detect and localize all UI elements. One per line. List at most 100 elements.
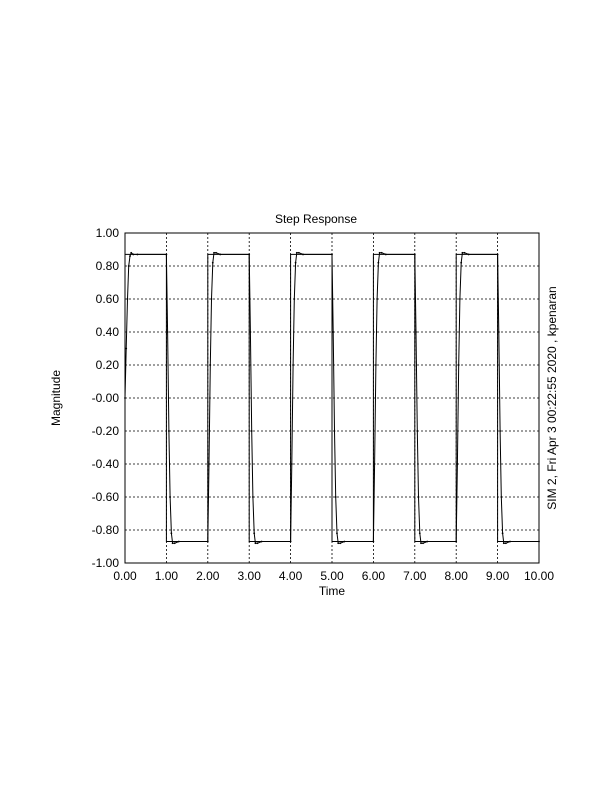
response-point bbox=[206, 540, 209, 543]
response-point bbox=[467, 253, 470, 256]
response-point bbox=[249, 331, 252, 333]
response-point bbox=[461, 251, 464, 254]
response-point bbox=[413, 253, 416, 256]
chart-title: Step Response bbox=[275, 212, 357, 226]
response-point bbox=[416, 430, 419, 432]
response-point bbox=[210, 298, 213, 300]
response-point bbox=[422, 542, 424, 545]
response-point bbox=[378, 251, 381, 254]
response-point bbox=[293, 298, 296, 300]
response-point bbox=[509, 540, 511, 543]
response-point bbox=[415, 331, 417, 333]
response-point bbox=[125, 347, 128, 350]
response-point bbox=[171, 542, 174, 545]
response-point bbox=[418, 532, 421, 535]
response-point bbox=[132, 253, 135, 256]
response-point bbox=[130, 251, 133, 254]
response-point bbox=[496, 253, 499, 256]
y-tick-label: 0.60 bbox=[96, 292, 120, 306]
response-point bbox=[460, 261, 463, 264]
response-point bbox=[211, 261, 214, 264]
x-axis-label: Time bbox=[319, 584, 346, 598]
x-tick-label: 0.00 bbox=[113, 569, 137, 583]
response-point bbox=[290, 463, 293, 465]
x-tick-label: 1.00 bbox=[155, 569, 179, 583]
series-layer bbox=[124, 251, 540, 545]
response-point bbox=[253, 532, 256, 535]
response-point bbox=[297, 251, 300, 254]
response-point bbox=[136, 253, 139, 256]
response-point bbox=[501, 532, 504, 535]
response-point bbox=[500, 496, 503, 498]
response-point bbox=[337, 542, 340, 545]
response-point bbox=[170, 532, 173, 535]
response-point bbox=[384, 253, 387, 256]
response-point bbox=[417, 496, 420, 498]
response-point bbox=[250, 430, 253, 432]
y-tick-label: 0.40 bbox=[96, 325, 120, 339]
response-point bbox=[173, 542, 176, 545]
y-tick-label: -0.00 bbox=[92, 391, 120, 405]
response-point bbox=[248, 253, 251, 256]
response-point bbox=[292, 364, 294, 366]
x-tick-label: 4.00 bbox=[279, 569, 303, 583]
response-point bbox=[463, 251, 466, 254]
response-point bbox=[166, 331, 169, 333]
response-point bbox=[129, 255, 131, 257]
response-point bbox=[455, 540, 458, 543]
response-point bbox=[219, 253, 222, 256]
x-tick-label: 5.00 bbox=[320, 569, 344, 583]
response-point bbox=[252, 496, 254, 498]
tick-label-layer: 0.00 1.00 2.00 3.00 4.00 5.00 6.00 7.00 8.00 9.00… bbox=[92, 226, 555, 583]
x-tick-label: 2.00 bbox=[196, 569, 220, 583]
response-point bbox=[343, 540, 346, 543]
response-point bbox=[332, 331, 335, 333]
y-tick-label: -0.80 bbox=[92, 523, 120, 537]
response-point bbox=[334, 496, 337, 498]
series-line-reference-square-wave bbox=[125, 253, 539, 542]
y-tick-label: -0.20 bbox=[92, 424, 120, 438]
response-point bbox=[294, 261, 297, 264]
response-point bbox=[459, 298, 461, 300]
response-point bbox=[254, 542, 257, 545]
y-tick-label: 0.20 bbox=[96, 358, 120, 372]
response-point bbox=[215, 251, 217, 254]
x-tick-label: 6.00 bbox=[362, 569, 386, 583]
response-point bbox=[420, 542, 422, 545]
response-point bbox=[374, 364, 377, 366]
response-point bbox=[302, 253, 304, 256]
response-point bbox=[502, 542, 505, 545]
response-point bbox=[457, 364, 460, 366]
response-point bbox=[426, 540, 429, 543]
response-point bbox=[372, 540, 375, 543]
response-point bbox=[165, 253, 168, 256]
x-tick-label: 10.00 bbox=[524, 569, 554, 583]
response-point bbox=[497, 331, 500, 333]
response-point bbox=[336, 532, 338, 535]
response-point bbox=[295, 251, 298, 254]
y-tick-label: -1.00 bbox=[92, 556, 120, 570]
response-point bbox=[331, 253, 333, 256]
response-point bbox=[339, 542, 342, 545]
x-tick-label: 3.00 bbox=[238, 569, 262, 583]
x-tick-label: 8.00 bbox=[445, 569, 469, 583]
response-point bbox=[504, 542, 507, 545]
response-point bbox=[127, 265, 130, 267]
response-point bbox=[256, 542, 259, 545]
response-point bbox=[373, 463, 376, 465]
response-point bbox=[177, 540, 180, 543]
response-point bbox=[289, 540, 292, 543]
y-tick-label: 1.00 bbox=[96, 226, 120, 240]
response-point bbox=[377, 261, 380, 264]
side-annotation: SIM 2, Fri Apr 3 00:22:55 2020 , kpenara… bbox=[545, 286, 559, 509]
response-point bbox=[213, 251, 215, 254]
response-point bbox=[380, 251, 383, 254]
x-tick-label: 7.00 bbox=[403, 569, 427, 583]
response-point bbox=[456, 463, 459, 465]
response-point bbox=[376, 298, 379, 300]
response-point bbox=[169, 496, 172, 498]
response-point bbox=[208, 463, 210, 465]
y-tick-label: -0.40 bbox=[92, 457, 120, 471]
y-tick-label: -0.60 bbox=[92, 490, 120, 504]
